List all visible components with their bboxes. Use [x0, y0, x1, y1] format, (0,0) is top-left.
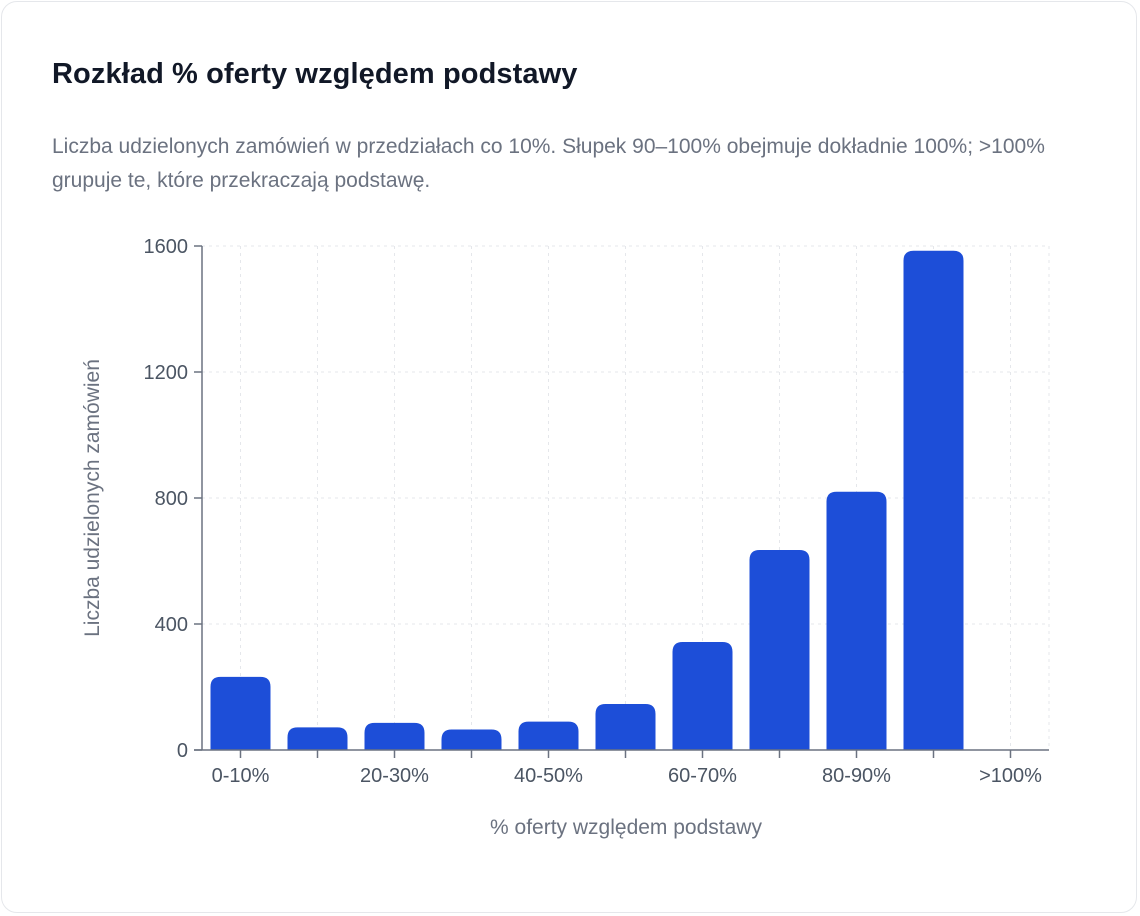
- x-axis-ticks: 0-10% 20-30% 40-50% 60-70% 80-90% >100%: [212, 750, 1042, 787]
- bar-60-70%: [672, 641, 733, 750]
- x-tick-label: 20-30%: [360, 765, 429, 787]
- y-tick-label: 1200: [144, 362, 189, 384]
- chart-bars: [210, 250, 964, 750]
- bar-10-20%: [287, 727, 348, 750]
- y-tick-label: 800: [155, 488, 188, 510]
- y-axis-title: Liczba udzielonych zamówień: [81, 359, 104, 637]
- bar-30-40%: [441, 729, 502, 750]
- y-tick-label: 1600: [144, 236, 189, 258]
- x-axis-title: % oferty względem podstawy: [490, 816, 762, 839]
- x-tick-label: 40-50%: [514, 765, 583, 787]
- x-tick-label: 0-10%: [212, 765, 270, 787]
- x-tick-label: 80-90%: [822, 765, 891, 787]
- bar-90-100%: [903, 250, 964, 750]
- bar-0-10%: [210, 676, 271, 750]
- chart-subtitle: Liczba udzielonych zamówień w przedziała…: [52, 135, 1045, 192]
- x-tick-label: 60-70%: [668, 765, 737, 787]
- bar-50-60%: [595, 704, 656, 750]
- y-axis-ticks: 0 400 800 1200 1600: [144, 236, 202, 762]
- x-tick-label: >100%: [979, 765, 1042, 787]
- chart-title: Rozkład % oferty względem podstawy: [52, 58, 578, 90]
- bar-70-80%: [749, 549, 810, 750]
- bar-80-90%: [826, 491, 887, 750]
- bar-40-50%: [518, 721, 579, 750]
- y-tick-label: 400: [155, 614, 188, 636]
- y-tick-label: 0: [177, 740, 188, 762]
- bar-20-30%: [364, 722, 425, 750]
